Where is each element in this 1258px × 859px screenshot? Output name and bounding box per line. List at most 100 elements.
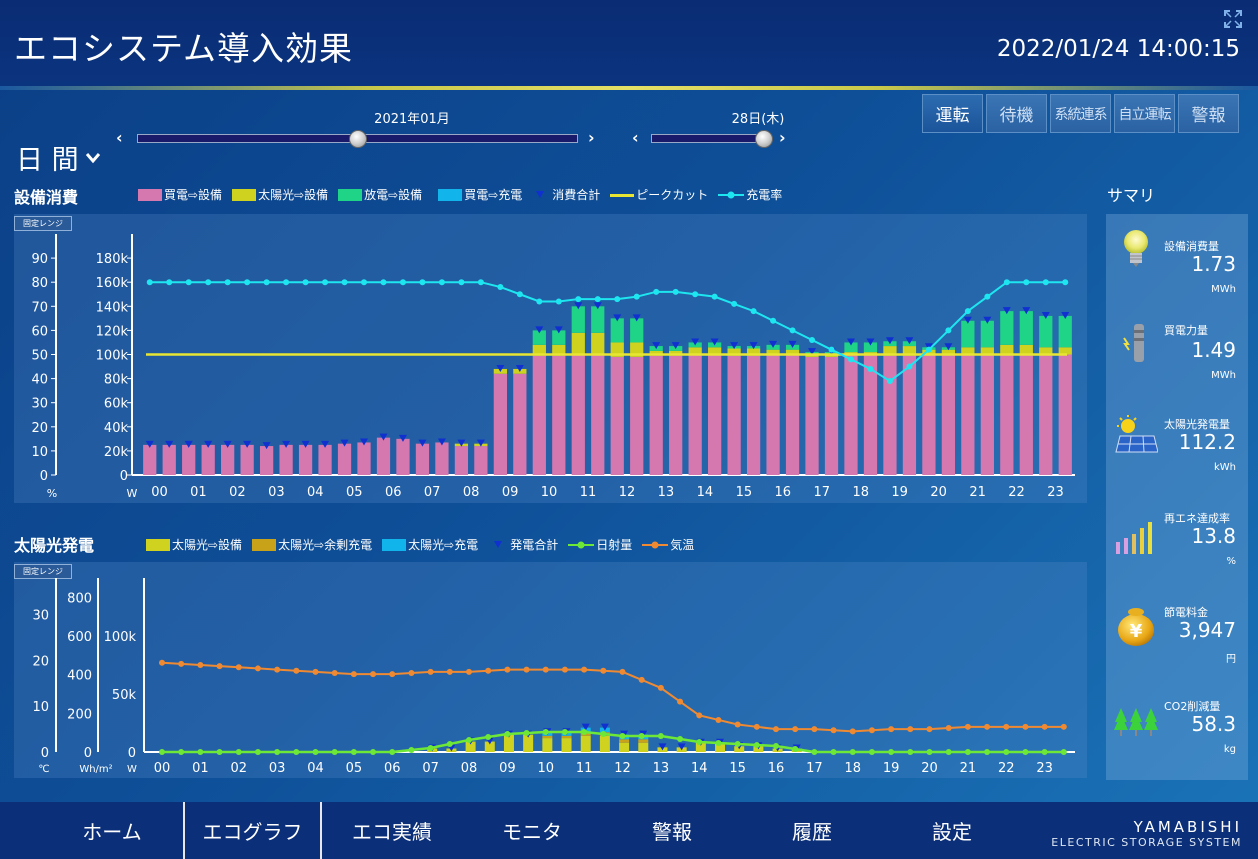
summary-unit: %: [1226, 556, 1236, 567]
total-marker: [749, 342, 758, 350]
temperature-point: [1060, 723, 1067, 730]
temperature-point: [1022, 723, 1029, 730]
x-tick-label: 03: [268, 485, 285, 500]
percent-tick-label: 50: [31, 349, 48, 364]
power-tick-label: 100k: [96, 349, 129, 364]
charge-rate-point: [283, 279, 290, 286]
yen-coin-icon: ¥: [1118, 608, 1154, 646]
gen-x-tick-label: 19: [883, 761, 900, 776]
charge-rate-point: [633, 293, 640, 300]
mode-button-islanded[interactable]: 自立運転: [1114, 94, 1175, 133]
irradiance-point: [485, 734, 492, 740]
nav-history[interactable]: 履歴: [792, 820, 832, 844]
mode-button-grid[interactable]: 系統連系: [1050, 94, 1111, 133]
total-marker: [769, 340, 778, 348]
month-slider-knob[interactable]: [348, 130, 367, 148]
total-marker: [1041, 311, 1050, 319]
day-prev-arrow[interactable]: ‹: [632, 128, 639, 147]
x-tick-label: 07: [424, 485, 441, 500]
trees-icon: [1114, 708, 1158, 736]
mode-button-standby[interactable]: 待機: [986, 94, 1047, 133]
bar-discharge: [571, 306, 585, 333]
footer-nav: ホーム エコグラフ エコ実績 モニタ 警報 履歴 設定: [0, 802, 1258, 859]
gen-x-tick-label: 01: [192, 761, 209, 776]
irradiance-point: [197, 749, 204, 755]
gen-bar-solar-equip: [715, 742, 726, 752]
bar-buy: [513, 373, 527, 475]
day-slider-track[interactable]: [651, 134, 766, 143]
consumption-range-button[interactable]: 固定レンジ: [14, 216, 72, 231]
month-next-arrow[interactable]: ›: [588, 128, 595, 147]
temperature-point: [984, 723, 991, 730]
temperature-unit: ℃: [38, 764, 49, 775]
mode-button-operation[interactable]: 運転: [922, 94, 983, 133]
gen-x-tick-label: 04: [307, 761, 324, 776]
temperature-point: [715, 716, 722, 723]
brand-subtitle: ELECTRIC STORAGE SYSTEM: [1051, 836, 1242, 849]
nav-settings[interactable]: 設定: [932, 820, 972, 844]
period-select[interactable]: 日 間: [16, 138, 101, 177]
temperature-point: [485, 667, 492, 674]
total-marker: [515, 364, 524, 372]
percent-tick-label: 90: [31, 252, 48, 267]
irradiance-point: [159, 749, 165, 755]
bar-buy: [727, 355, 741, 475]
temperature-point: [964, 723, 971, 730]
temperature-point: [408, 670, 415, 677]
nav-home[interactable]: ホーム: [82, 820, 142, 844]
legend-solar-charge: 太陽光⇨充電: [382, 536, 478, 553]
nav-ecograph[interactable]: エコグラフ: [183, 802, 322, 859]
bar-buy: [669, 355, 683, 475]
bar-buy: [610, 356, 624, 475]
irradiance-tick-label: 0: [84, 746, 92, 761]
bar-buy: [162, 444, 176, 475]
temperature-point: [600, 667, 607, 674]
bar-buy: [863, 354, 878, 475]
summary-unit: kWh: [1213, 462, 1236, 473]
nav-alarm[interactable]: 警報: [652, 820, 692, 844]
temperature-point: [677, 698, 684, 705]
mode-button-alarm[interactable]: 警報: [1178, 94, 1239, 133]
power-pole-icon: [1123, 324, 1144, 362]
total-marker: [165, 440, 174, 448]
day-slider-knob[interactable]: [755, 130, 773, 148]
day-next-arrow[interactable]: ›: [779, 128, 786, 147]
irradiance-point: [350, 749, 357, 755]
nav-eco-results[interactable]: エコ実績: [352, 820, 432, 844]
gen-bar-solar-equip: [599, 735, 610, 752]
expand-icon[interactable]: [1224, 10, 1242, 28]
irradiance-point: [331, 749, 338, 755]
temperature-point: [945, 724, 952, 731]
total-marker: [808, 348, 817, 356]
charge-rate-point: [867, 365, 874, 372]
bar-buy: [318, 444, 332, 475]
bar-discharge: [844, 342, 858, 353]
gen-x-tick-label: 00: [154, 761, 171, 776]
irradiance-point: [542, 729, 549, 735]
page-title: エコシステム導入効果: [14, 29, 354, 68]
gen-bar-solar-equip: [523, 734, 534, 752]
nav-monitor[interactable]: モニタ: [502, 820, 562, 844]
gen-power-tick-label: 0: [128, 746, 136, 761]
svg-text:¥: ¥: [1130, 621, 1143, 642]
percent-tick-label: 80: [31, 276, 48, 291]
charge-rate-point: [945, 327, 952, 334]
month-prev-arrow[interactable]: ‹: [116, 128, 123, 147]
bar-solar: [727, 348, 741, 356]
temperature-point: [888, 726, 895, 733]
total-marker: [535, 326, 544, 334]
irradiance-point: [293, 749, 300, 755]
gen-bar-solar-equip: [484, 741, 495, 752]
consumption-legend: 買電⇨設備 太陽光⇨設備 放電⇨設備 買電⇨充電 消費合計 ピークカット 充電率: [138, 186, 792, 203]
summary-unit: 円: [1226, 654, 1236, 665]
generation-range-button[interactable]: 固定レンジ: [14, 564, 72, 579]
bar-solar: [1000, 344, 1014, 355]
bar-solar: [532, 344, 546, 356]
temperature-tick-label: 30: [32, 609, 49, 624]
temperature-point: [696, 712, 703, 719]
gen-total-marker: [677, 743, 686, 751]
brand-logo: YAMABISHI ELECTRIC STORAGE SYSTEM: [1051, 818, 1242, 849]
total-marker: [496, 364, 505, 372]
bar-buy: [746, 355, 761, 475]
total-marker: [379, 433, 388, 441]
